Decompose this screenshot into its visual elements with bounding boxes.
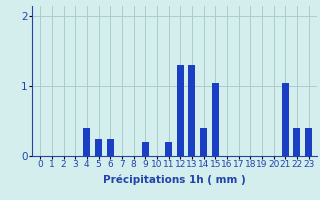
Bar xyxy=(165,142,172,156)
Bar xyxy=(282,83,289,156)
Bar xyxy=(83,128,90,156)
Bar xyxy=(188,65,196,156)
Bar xyxy=(200,128,207,156)
Bar xyxy=(95,139,102,156)
Bar xyxy=(305,128,312,156)
Bar xyxy=(142,142,149,156)
X-axis label: Précipitations 1h ( mm ): Précipitations 1h ( mm ) xyxy=(103,175,246,185)
Bar xyxy=(293,128,300,156)
Bar xyxy=(107,139,114,156)
Bar xyxy=(212,83,219,156)
Bar xyxy=(177,65,184,156)
